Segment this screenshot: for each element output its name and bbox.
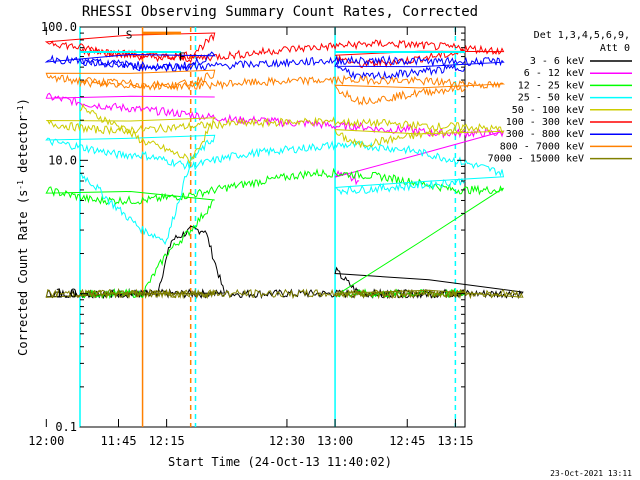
x-tick-label: 13:00: [317, 434, 353, 448]
legend-label: 6 - 12 keV: [524, 68, 584, 79]
series-line: [45, 287, 524, 300]
x-tick-label: 11:45: [100, 434, 136, 448]
legend-label: 800 - 7000 keV: [500, 141, 584, 152]
series-line: [46, 103, 505, 165]
x-tick-label: 12:45: [389, 434, 425, 448]
x-tick-label: 13:15: [437, 434, 473, 448]
y-tick-label: 100.0: [41, 20, 77, 34]
legend-label: 7000 - 15000 keV: [488, 154, 584, 165]
legend-label: 300 - 800 keV: [506, 129, 584, 140]
legend-label: 12 - 25 keV: [518, 80, 584, 91]
x-ticks: 11:45 12:00 12:15 12:30 12:45 13:00 13:15: [28, 27, 473, 448]
legend-label: 50 - 100 keV: [512, 105, 584, 116]
series-line: [45, 92, 505, 186]
vertical-markers: [79, 27, 457, 427]
y-ticks: 100.0 10.0 1.0 0.1: [41, 20, 465, 434]
x-tick-label: 12:00: [28, 434, 64, 448]
series-line: [45, 167, 504, 300]
x-tick-label: 12:30: [269, 434, 305, 448]
chart-title: RHESSI Observing Summary Count Rates, Co…: [82, 4, 478, 20]
y-tick-label: 0.1: [55, 420, 77, 434]
x-axis-label: Start Time (24-Oct-13 11:40:02): [168, 455, 392, 469]
series-line: [44, 32, 505, 69]
extra-marks: SF: [80, 28, 465, 64]
series-line: [45, 69, 506, 106]
y-tick-label: 10.0: [48, 153, 77, 167]
annotation-label: F: [179, 51, 186, 64]
y-axis-label: Corrected Count Rate (s-1 detector-1): [16, 98, 30, 356]
series-line: [44, 51, 505, 81]
series-line: [45, 225, 524, 300]
generation-timestamp: 23-Oct-2021 13:11: [550, 469, 632, 478]
x-tick-label: 12:15: [149, 434, 185, 448]
series-layer: [44, 32, 524, 300]
y-tick-label: 1.0: [55, 287, 77, 301]
legend-attenuator: Att 0: [600, 43, 630, 54]
series-line: [45, 134, 505, 246]
legend-label: 3 - 6 keV: [530, 56, 584, 67]
legend-title: Det 1,3,4,5,6,9,: [534, 30, 630, 41]
annotation-label: S: [126, 28, 133, 41]
legend-label: 25 - 50 keV: [518, 93, 584, 104]
legend-label: 100 - 300 keV: [506, 117, 584, 128]
